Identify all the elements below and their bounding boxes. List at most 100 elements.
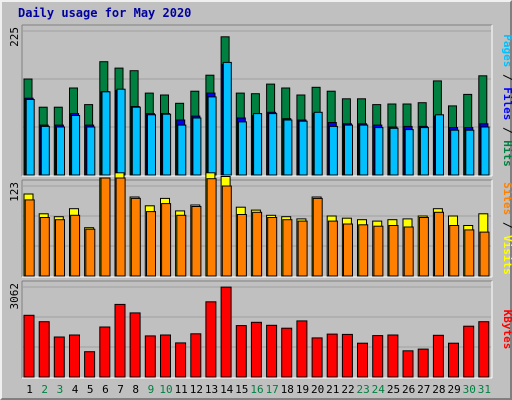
day-label-26: 26 bbox=[402, 383, 415, 396]
bar-sites-day-4 bbox=[70, 214, 81, 277]
day-label-9: 9 bbox=[148, 383, 155, 396]
day-label-31: 31 bbox=[478, 383, 491, 396]
day-label-29: 29 bbox=[447, 383, 460, 396]
bar-kbytes-day-6 bbox=[99, 326, 111, 378]
day-label-14: 14 bbox=[220, 383, 234, 396]
bar-kbytes-day-13 bbox=[205, 301, 217, 378]
bar-kbytes-day-26 bbox=[402, 350, 414, 378]
bar-kbytes-day-3 bbox=[53, 336, 65, 378]
bar-pages-day-30 bbox=[465, 129, 475, 176]
bar-kbytes-day-27 bbox=[417, 348, 429, 378]
day-label-10: 10 bbox=[159, 383, 172, 396]
legend-hits: Hits bbox=[501, 140, 512, 167]
bar-sites-day-17 bbox=[267, 217, 278, 277]
bar-kbytes-day-10 bbox=[160, 334, 171, 378]
bar-pages-day-18 bbox=[283, 119, 293, 176]
bar-pages-day-14 bbox=[222, 61, 232, 176]
bar-sites-day-8 bbox=[130, 197, 141, 277]
bar-sites-day-24 bbox=[373, 225, 384, 277]
bar-kbytes-day-17 bbox=[266, 324, 278, 378]
bar-kbytes-day-25 bbox=[387, 334, 399, 378]
bar-sites-day-31 bbox=[479, 231, 490, 277]
bar-pages-day-23 bbox=[359, 124, 369, 176]
bar-pages-day-19 bbox=[298, 120, 308, 176]
bar-sites-day-22 bbox=[343, 223, 353, 277]
bar-sites-day-23 bbox=[358, 224, 369, 277]
legend-separator: / bbox=[501, 67, 512, 87]
day-label-5: 5 bbox=[87, 383, 94, 396]
bar-sites-day-3 bbox=[55, 219, 65, 277]
bar-pages-day-20 bbox=[313, 111, 323, 176]
bar-sites-day-25 bbox=[388, 225, 399, 277]
bar-pages-day-9 bbox=[147, 114, 156, 176]
bar-pages-day-13 bbox=[207, 96, 217, 176]
bar-pages-day-21 bbox=[328, 125, 338, 176]
bar-kbytes-day-2 bbox=[38, 321, 50, 378]
bar-pages-day-10 bbox=[162, 113, 172, 176]
bar-sites-day-10 bbox=[161, 203, 172, 277]
day-label-11: 11 bbox=[175, 383, 188, 396]
legend-separator: / bbox=[501, 215, 512, 235]
day-label-20: 20 bbox=[311, 383, 324, 396]
bar-kbytes-day-16 bbox=[250, 321, 262, 378]
legend-kbytes: KBytes bbox=[501, 310, 512, 350]
day-label-18: 18 bbox=[281, 383, 294, 396]
day-label-22: 22 bbox=[341, 383, 354, 396]
day-label-28: 28 bbox=[432, 383, 445, 396]
legend-separator: / bbox=[501, 120, 512, 140]
bar-pages-day-3 bbox=[56, 126, 65, 176]
bar-sites-day-14 bbox=[221, 185, 232, 277]
bar-kbytes-day-1 bbox=[23, 314, 35, 378]
legend-sites: Sites bbox=[501, 182, 512, 215]
bar-pages-day-8 bbox=[131, 106, 141, 176]
bar-pages-day-17 bbox=[268, 113, 278, 176]
bar-pages-day-5 bbox=[86, 126, 96, 176]
bar-kbytes-day-8 bbox=[129, 312, 141, 378]
bar-pages-day-1 bbox=[25, 99, 35, 176]
day-label-12: 12 bbox=[190, 383, 203, 396]
bar-pages-day-7 bbox=[116, 88, 126, 176]
bar-kbytes-day-12 bbox=[190, 333, 202, 378]
bar-sites-day-1 bbox=[24, 199, 35, 277]
bar-pages-day-29 bbox=[450, 129, 460, 176]
bar-sites-day-19 bbox=[297, 220, 308, 277]
bar-sites-day-18 bbox=[282, 219, 293, 277]
bar-sites-day-12 bbox=[191, 206, 202, 277]
bar-sites-day-30 bbox=[464, 229, 475, 277]
bar-sites-day-7 bbox=[115, 177, 126, 277]
bar-sites-day-13 bbox=[206, 178, 217, 277]
panel-kbytes-legend: KBytes bbox=[501, 310, 512, 350]
bar-kbytes-day-31 bbox=[478, 321, 490, 378]
bar-kbytes-day-30 bbox=[463, 325, 475, 378]
panel-kbytes-max-label: 3062 bbox=[8, 283, 21, 310]
panel-hits-files-pages-max-label: 225 bbox=[8, 27, 21, 47]
day-label-8: 8 bbox=[132, 383, 139, 396]
day-label-6: 6 bbox=[102, 383, 109, 396]
bar-kbytes-day-18 bbox=[281, 327, 293, 378]
bar-pages-day-31 bbox=[480, 126, 490, 176]
bar-sites-day-20 bbox=[312, 197, 323, 277]
legend-files: Files bbox=[501, 87, 512, 120]
bar-kbytes-day-21 bbox=[326, 333, 338, 378]
day-label-23: 23 bbox=[356, 383, 369, 396]
day-label-7: 7 bbox=[117, 383, 124, 396]
bar-pages-day-26 bbox=[404, 129, 414, 176]
day-label-27: 27 bbox=[417, 383, 430, 396]
bar-sites-day-6 bbox=[100, 177, 111, 277]
legend-visits: Visits bbox=[501, 235, 512, 275]
bar-pages-day-15 bbox=[237, 121, 247, 176]
bar-pages-day-4 bbox=[71, 115, 81, 176]
day-label-19: 19 bbox=[296, 383, 309, 396]
panel-hits-files-pages-legend: Pages / Files / Hits bbox=[501, 34, 512, 167]
bar-kbytes-day-28 bbox=[432, 334, 444, 378]
bar-sites-day-15 bbox=[236, 214, 247, 277]
bar-kbytes-day-5 bbox=[84, 351, 96, 378]
day-label-15: 15 bbox=[235, 383, 248, 396]
bar-kbytes-day-19 bbox=[296, 320, 308, 378]
day-label-16: 16 bbox=[250, 383, 263, 396]
day-label-25: 25 bbox=[387, 383, 400, 396]
panel-visits-sites-max-label: 123 bbox=[8, 182, 21, 202]
bar-sites-day-9 bbox=[146, 211, 156, 277]
chart-title: Daily usage for May 2020 bbox=[18, 6, 192, 20]
bar-kbytes-day-4 bbox=[69, 334, 80, 378]
